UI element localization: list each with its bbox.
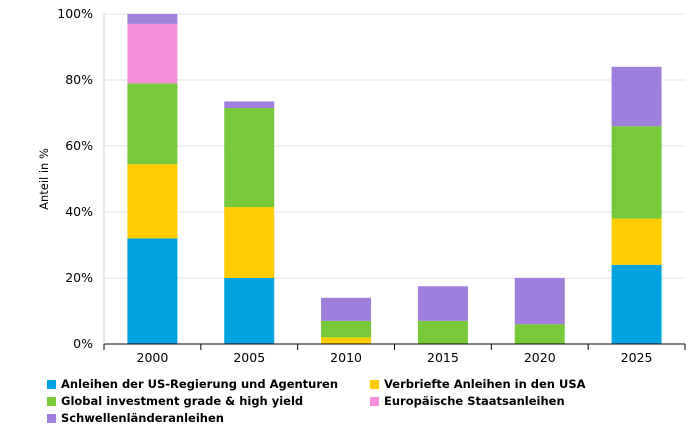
x-tick-label: 2010 bbox=[330, 350, 362, 365]
y-tick-label: 100% bbox=[57, 6, 93, 21]
legend-swatch bbox=[47, 379, 56, 389]
y-tick-label: 80% bbox=[65, 72, 93, 87]
x-tick-label: 2025 bbox=[621, 350, 653, 365]
legend-label: Schwellenländeranleihen bbox=[61, 411, 224, 425]
x-tick-label: 2000 bbox=[137, 350, 169, 365]
bar-segment bbox=[224, 278, 275, 344]
bar-segment bbox=[127, 164, 178, 239]
bar-segment bbox=[321, 297, 372, 321]
legend-swatch bbox=[47, 413, 56, 423]
bar-segment bbox=[514, 278, 565, 325]
bar-segment bbox=[127, 23, 178, 84]
legend-label: Anleihen der US-Regierung und Agenturen bbox=[61, 377, 339, 391]
bar-segment bbox=[611, 218, 662, 265]
bar-segment bbox=[611, 264, 662, 344]
y-tick-label: 60% bbox=[65, 138, 93, 153]
legend-item: Global investment grade & high yield bbox=[47, 394, 303, 408]
bar-segment bbox=[321, 320, 372, 338]
legend-label: Europäische Staatsanleihen bbox=[384, 394, 565, 408]
legend-label: Verbriefte Anleihen in den USA bbox=[384, 377, 586, 391]
bar-segment bbox=[127, 83, 178, 165]
bar-segment bbox=[417, 320, 468, 344]
legend: Anleihen der US-Regierung und Agenturen V… bbox=[0, 374, 700, 429]
legend-swatch bbox=[47, 396, 56, 406]
bar-segment bbox=[127, 238, 178, 344]
bar-segment bbox=[224, 101, 275, 109]
bar-segment bbox=[224, 207, 275, 278]
y-tick-label: 0% bbox=[73, 336, 93, 351]
legend-swatch bbox=[370, 379, 379, 389]
y-tick-label: 40% bbox=[65, 204, 93, 219]
legend-item: Verbriefte Anleihen in den USA bbox=[370, 377, 586, 391]
bar-segment bbox=[514, 324, 565, 344]
bar-segment bbox=[611, 126, 662, 219]
legend-label: Global investment grade & high yield bbox=[61, 394, 304, 408]
y-tick-label: 20% bbox=[65, 270, 93, 285]
bar-segment bbox=[417, 286, 468, 321]
legend-item: Europäische Staatsanleihen bbox=[370, 394, 565, 408]
y-axis-label: Anteil in % bbox=[37, 148, 51, 210]
bar-segment bbox=[224, 108, 275, 208]
bar-segment bbox=[611, 66, 662, 127]
legend-item: Schwellenländeranleihen bbox=[47, 411, 224, 425]
x-tick-label: 2020 bbox=[524, 350, 556, 365]
bar-segment bbox=[321, 337, 372, 344]
legend-item: Anleihen der US-Regierung und Agenturen bbox=[47, 377, 338, 391]
stacked-bar-chart: 0% 20% 40% 60% 80% 100% 2000 2005 2010 2015 2020 2… bbox=[37, 6, 686, 365]
x-tick-label: 2005 bbox=[233, 350, 265, 365]
legend-swatch bbox=[370, 396, 379, 406]
x-tick-label: 2015 bbox=[427, 350, 459, 365]
bar-segment bbox=[127, 14, 178, 24]
